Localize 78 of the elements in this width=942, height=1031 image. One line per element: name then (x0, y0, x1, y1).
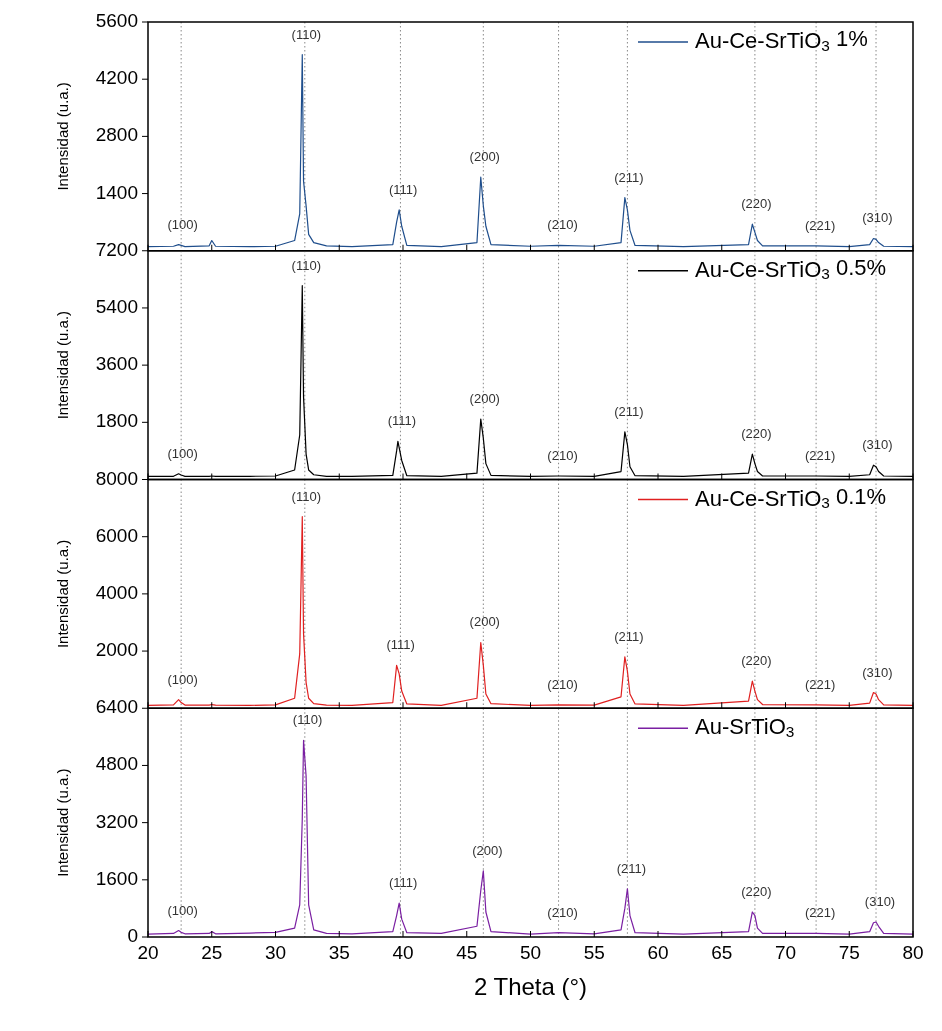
annotation: (200) (469, 614, 500, 630)
y-tick-label: 7200 (95, 238, 138, 260)
annotation: (110) (291, 257, 321, 273)
annotation: (210) (547, 904, 578, 920)
annotation: (220) (741, 653, 772, 669)
x-tick-label: 80 (902, 942, 924, 963)
x-axis-title: 2 Theta (°) (473, 973, 588, 1000)
annotation: (221) (804, 905, 836, 921)
x-tick-label: 75 (838, 942, 860, 963)
annotation: (100) (167, 671, 198, 687)
annotation: (110) (291, 26, 321, 42)
x-tick-label: 60 (647, 942, 669, 963)
y-axis-title: Intensidad (u.a.) (54, 539, 71, 649)
x-tick-label: 70 (774, 942, 797, 963)
annotation: (110) (291, 488, 321, 504)
annotation: (111) (388, 181, 418, 197)
annotation: (221) (804, 448, 836, 464)
y-tick-label: 1400 (95, 181, 138, 203)
annotation: (200) (469, 391, 500, 407)
annotation: (220) (741, 196, 772, 212)
y-tick-label: 4000 (95, 581, 138, 603)
annotation: (200) (472, 842, 503, 858)
x-tick-label: 20 (137, 942, 159, 963)
y-tick-label: 4800 (95, 753, 138, 775)
y-tick-label: 5400 (95, 295, 138, 317)
y-axis-title: Intensidad (u.a.) (54, 768, 71, 877)
y-tick-label: 8000 (95, 467, 138, 489)
y-tick-label: 3600 (95, 353, 138, 375)
x-tick-label: 50 (519, 942, 542, 963)
y-tick-label: 1600 (95, 867, 138, 889)
annotation: (111) (386, 637, 415, 653)
annotation: (310) (864, 893, 896, 909)
annotation: (211) (614, 628, 644, 644)
annotation: (221) (804, 676, 836, 692)
y-tick-label: 1800 (95, 410, 138, 432)
annotation: (210) (547, 676, 578, 692)
x-tick-label: 30 (264, 942, 287, 963)
y-tick-label: 5600 (95, 10, 138, 32)
annotation: (100) (167, 902, 198, 918)
y-axis-title: Intensidad (u.a.) (54, 82, 71, 191)
y-tick-label: 3200 (95, 810, 138, 832)
annotation: (310) (862, 210, 893, 226)
annotation: (110) (292, 712, 323, 728)
y-tick-label: 6400 (95, 696, 138, 718)
x-tick-label: 45 (456, 942, 478, 963)
x-tick-label: 25 (201, 942, 223, 963)
annotation: (211) (614, 403, 644, 419)
y-tick-label: 0 (127, 925, 138, 947)
line-series (147, 739, 914, 935)
annotation: (100) (167, 445, 198, 461)
annotation: (211) (616, 860, 647, 876)
annotation: (310) (862, 437, 893, 453)
line-series (147, 54, 914, 248)
y-tick-label: 6000 (95, 524, 138, 546)
annotation: (220) (741, 883, 772, 899)
y-tick-label: 2800 (95, 124, 138, 146)
annotation: (200) (469, 149, 500, 165)
y-tick-label: 4200 (95, 67, 138, 89)
legend-label: Au-Ce-SrTiO$_{3}$ 0.1% (695, 483, 887, 512)
legend-label: Au-SrTiO$_{3}$ (695, 714, 795, 740)
x-tick-label: 65 (711, 942, 733, 963)
y-axis-title: Intensidad (u.a.) (54, 310, 71, 420)
legend-label: Au-Ce-SrTiO$_{3}$ 1% (695, 25, 868, 54)
x-tick-label: 35 (328, 942, 350, 963)
annotation: (220) (741, 426, 772, 442)
line-series (147, 516, 914, 706)
annotation: (210) (547, 448, 578, 464)
annotation: (221) (804, 217, 836, 233)
x-tick-label: 40 (392, 942, 414, 963)
annotation: (310) (862, 664, 893, 680)
y-tick-label: 2000 (95, 639, 138, 661)
annotation: (211) (614, 169, 644, 185)
annotation: (111) (387, 413, 417, 429)
annotation: (111) (388, 875, 418, 891)
x-tick-label: 55 (583, 942, 605, 963)
legend-label: Au-Ce-SrTiO$_{3}$ 0.5% (695, 254, 887, 283)
annotation: (210) (547, 217, 578, 233)
annotation: (100) (167, 216, 198, 232)
